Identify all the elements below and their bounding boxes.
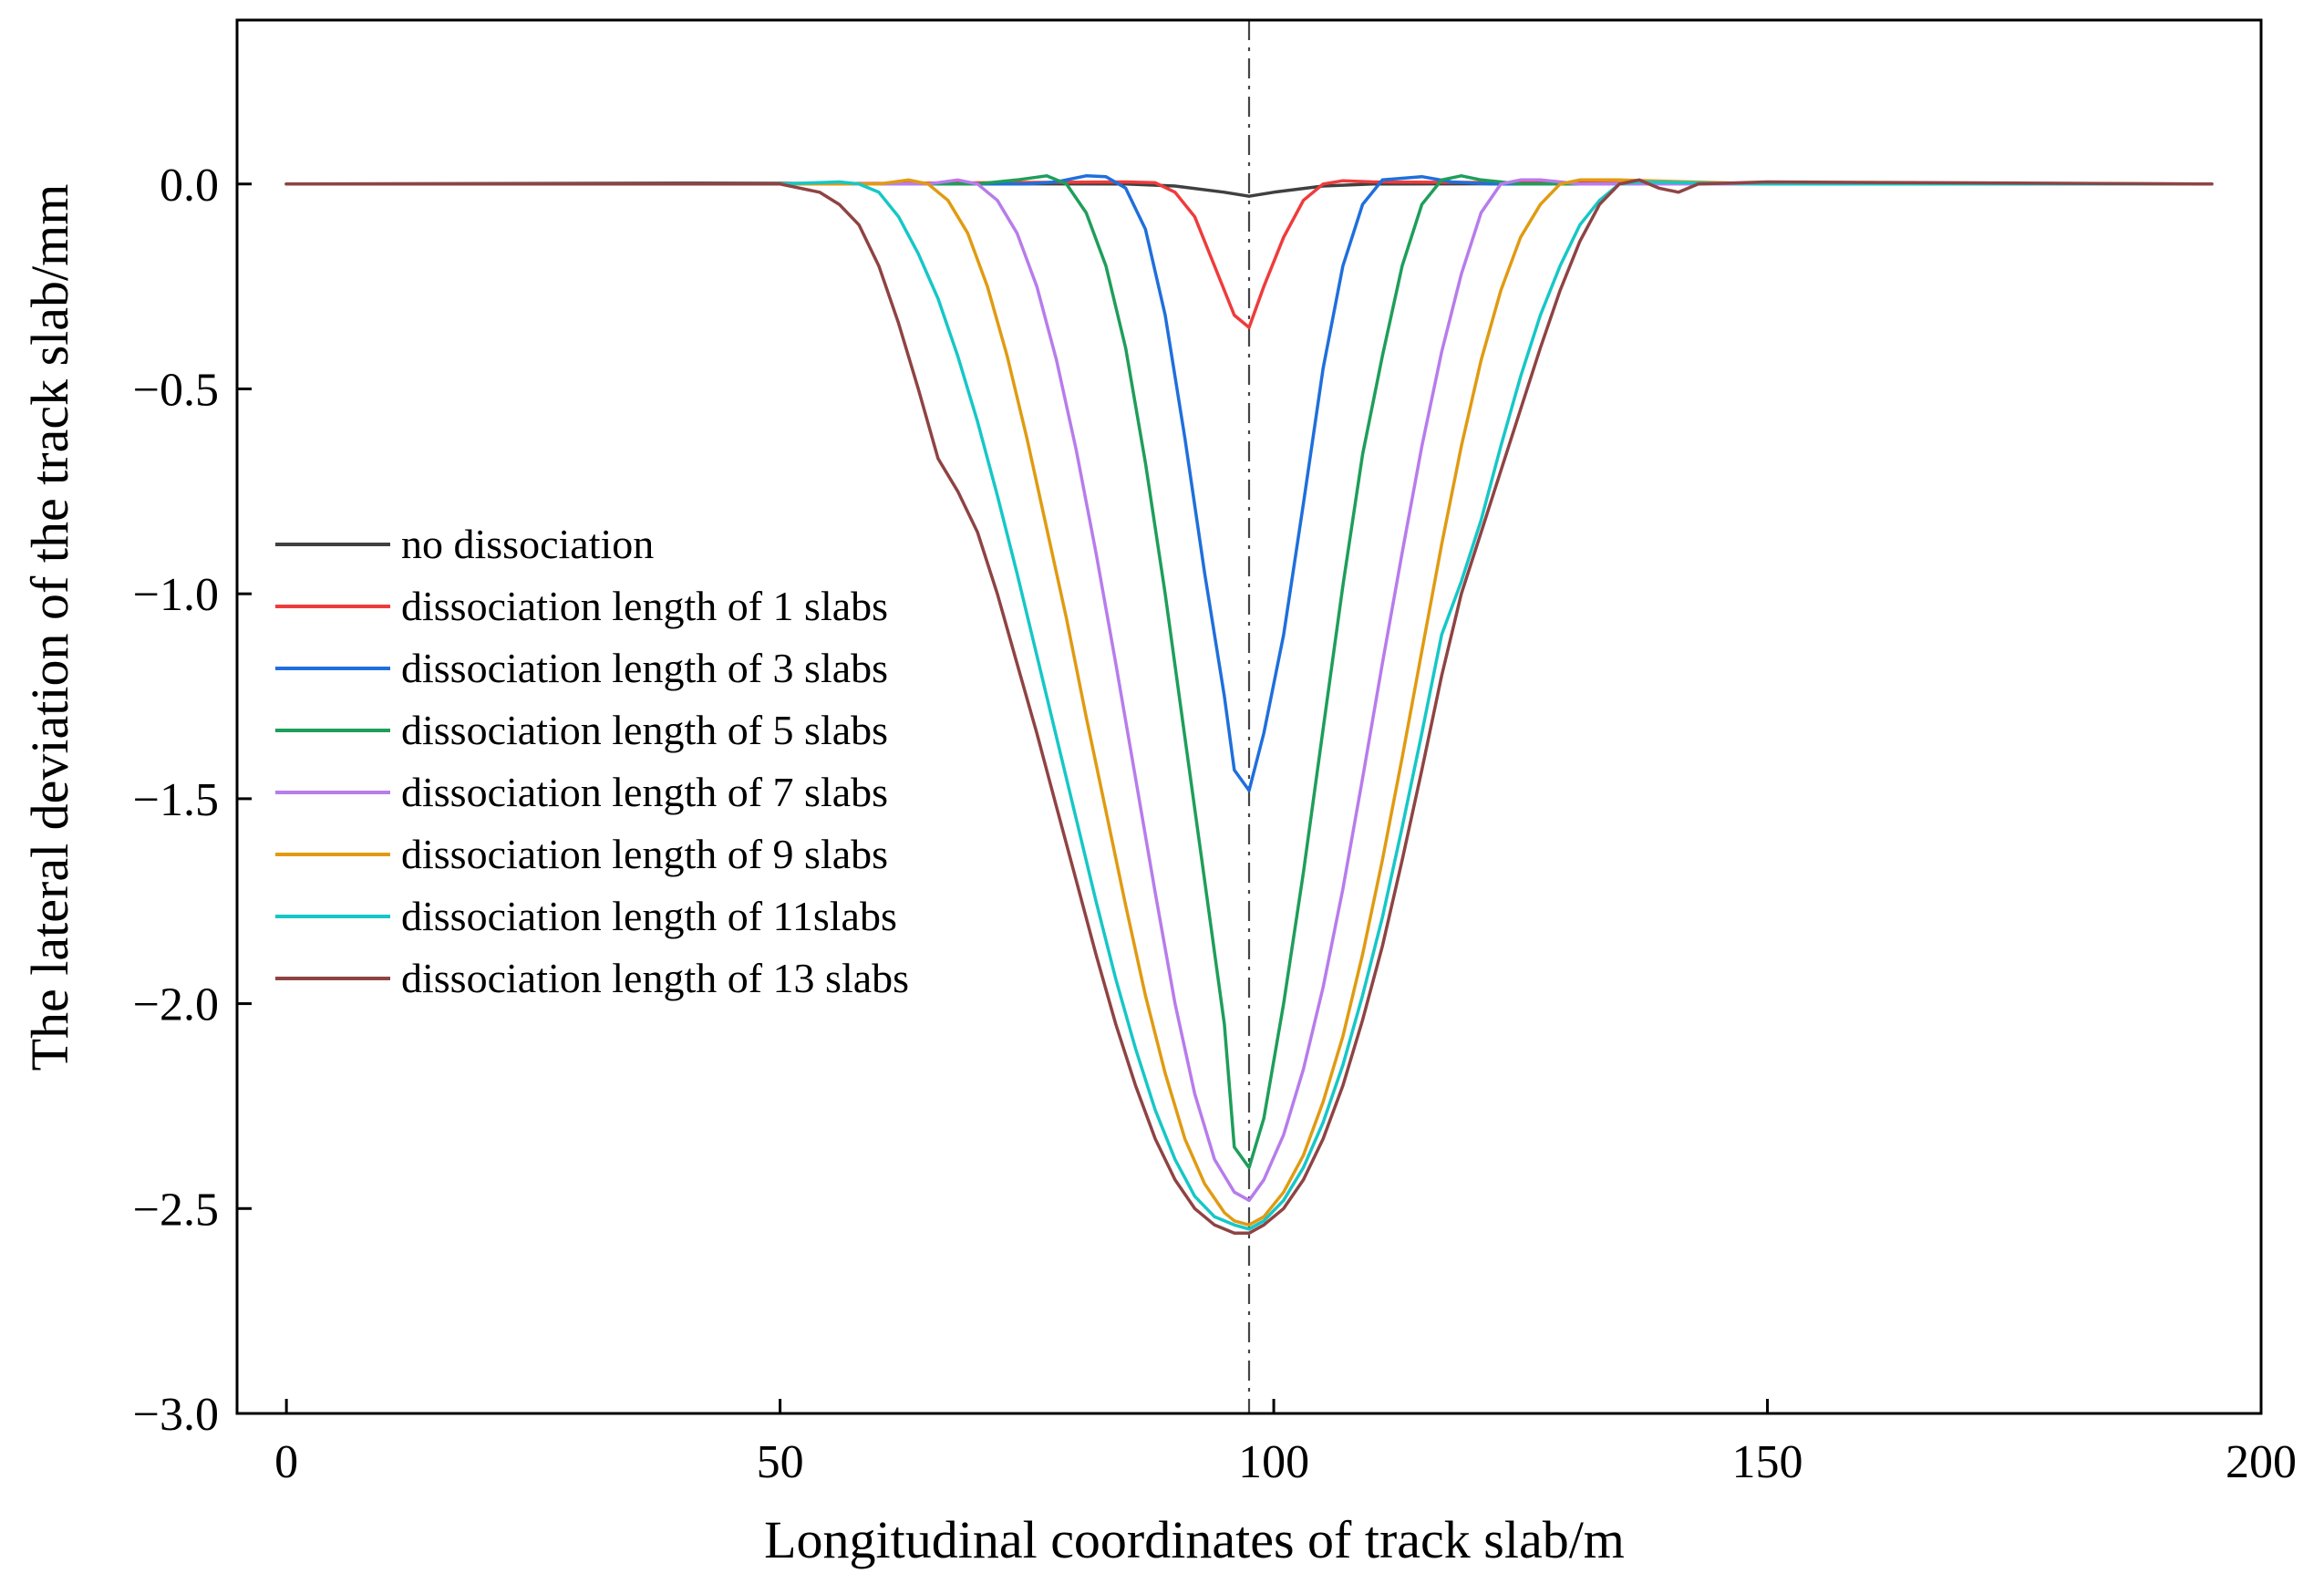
legend: no dissociation dissociation length of 1 … [275, 521, 909, 1001]
x-tick-label: 200 [2226, 1436, 2297, 1488]
x-tick-label: 0 [274, 1436, 298, 1488]
y-tick-label: −2.5 [133, 1184, 219, 1236]
series-line-2 [284, 179, 2214, 329]
legend-label: dissociation length of 1 slabs [401, 583, 888, 629]
legend-label: dissociation length of 7 slabs [401, 769, 888, 815]
x-axis: 0 50 100 150 200 [274, 1399, 2297, 1488]
y-tick-label: −1.5 [133, 774, 219, 826]
y-axis: 0.0 −0.5 −1.0 −1.5 −2.0 −2.5 −3.0 [133, 160, 252, 1441]
x-tick-label: 50 [757, 1436, 804, 1488]
series-line-8 [284, 178, 2214, 1236]
plot-frame [235, 18, 2263, 1415]
y-tick-label: −0.5 [133, 364, 219, 416]
legend-label: dissociation length of 3 slabs [401, 645, 888, 691]
y-tick-label: −1.0 [133, 569, 219, 621]
legend-label: dissociation length of 5 slabs [401, 707, 888, 753]
series-layer [284, 174, 2214, 1236]
y-tick-label: −3.0 [133, 1389, 219, 1441]
series-line-3 [284, 174, 2214, 792]
y-axis-title: The lateral deviation of the track slab/… [20, 184, 79, 1071]
x-axis-title: Longitudinal coordinates of track slab/m [764, 1510, 1625, 1569]
series-line-7 [284, 180, 2214, 1231]
legend-label: no dissociation [401, 521, 654, 567]
legend-label: dissociation length of 11slabs [401, 893, 897, 939]
series-line-4 [284, 174, 2214, 1170]
legend-label: dissociation length of 13 slabs [401, 955, 909, 1001]
series-line-5 [284, 178, 2214, 1203]
y-tick-label: 0.0 [160, 160, 219, 212]
legend-label: dissociation length of 9 slabs [401, 831, 888, 877]
series-line-6 [284, 178, 2214, 1227]
x-tick-label: 150 [1732, 1436, 1803, 1488]
y-tick-label: −2.0 [133, 979, 219, 1031]
x-tick-label: 100 [1238, 1436, 1309, 1488]
